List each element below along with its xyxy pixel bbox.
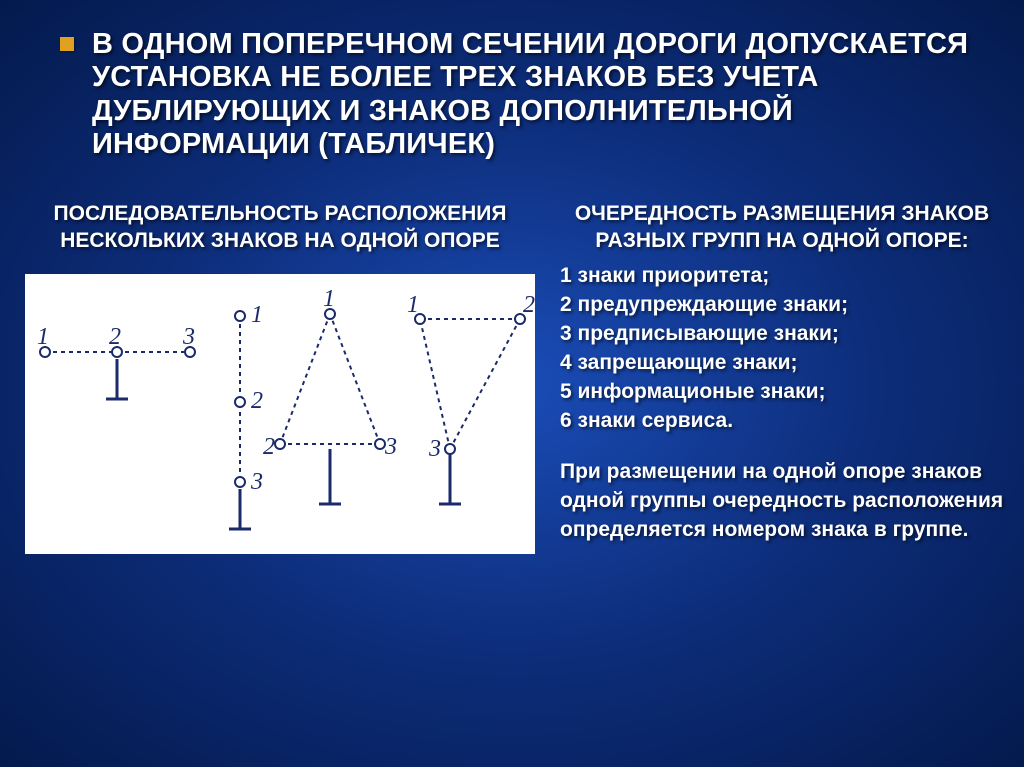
list-item: 6 знаки сервиса. (560, 407, 1004, 436)
left-heading: ПОСЛЕДОВАТЕЛЬНОСТЬ РАСПОЛОЖЕНИЯ НЕСКОЛЬК… (20, 201, 540, 254)
diag-label: 1 (251, 302, 263, 329)
sign-order-diagram: 1 2 3 1 2 3 1 2 3 1 2 3 (25, 274, 535, 554)
right-column: ОЧЕРЕДНОСТЬ РАЗМЕЩЕНИЯ ЗНАКОВ РАЗНЫХ ГРУ… (560, 201, 1004, 554)
list-item: 4 запрещающие знаки; (560, 349, 1004, 378)
list-item: 1 знаки приоритета; (560, 262, 1004, 291)
diag-label: 2 (523, 292, 535, 319)
list-item: 5 информационые знаки; (560, 378, 1004, 407)
diag-label: 3 (385, 434, 397, 461)
priority-list: 1 знаки приоритета; 2 предупреждающие зн… (560, 262, 1004, 436)
list-item: 3 предписывающие знаки; (560, 320, 1004, 349)
diag-label: 1 (407, 292, 419, 319)
diag-label: 3 (183, 324, 195, 351)
bullet-icon (60, 37, 74, 51)
slide-title: В ОДНОМ ПОПЕРЕЧНОМ СЕЧЕНИИ ДОРОГИ ДОПУСК… (92, 28, 984, 161)
footer-note: При размещении на одной опоре знаков одн… (560, 458, 1004, 545)
diag-label: 3 (251, 469, 263, 496)
left-column: ПОСЛЕДОВАТЕЛЬНОСТЬ РАСПОЛОЖЕНИЯ НЕСКОЛЬК… (20, 201, 540, 554)
right-heading: ОЧЕРЕДНОСТЬ РАЗМЕЩЕНИЯ ЗНАКОВ РАЗНЫХ ГРУ… (560, 201, 1004, 254)
diag-label: 2 (263, 434, 275, 461)
diag-label: 3 (429, 436, 441, 463)
title-block: В ОДНОМ ПОПЕРЕЧНОМ СЕЧЕНИИ ДОРОГИ ДОПУСК… (0, 0, 1024, 171)
diag-label: 1 (37, 324, 49, 351)
diag-label: 2 (251, 388, 263, 415)
content-area: ПОСЛЕДОВАТЕЛЬНОСТЬ РАСПОЛОЖЕНИЯ НЕСКОЛЬК… (0, 171, 1024, 554)
list-item: 2 предупреждающие знаки; (560, 291, 1004, 320)
diag-label: 2 (109, 324, 121, 351)
diag-label: 1 (323, 286, 335, 313)
